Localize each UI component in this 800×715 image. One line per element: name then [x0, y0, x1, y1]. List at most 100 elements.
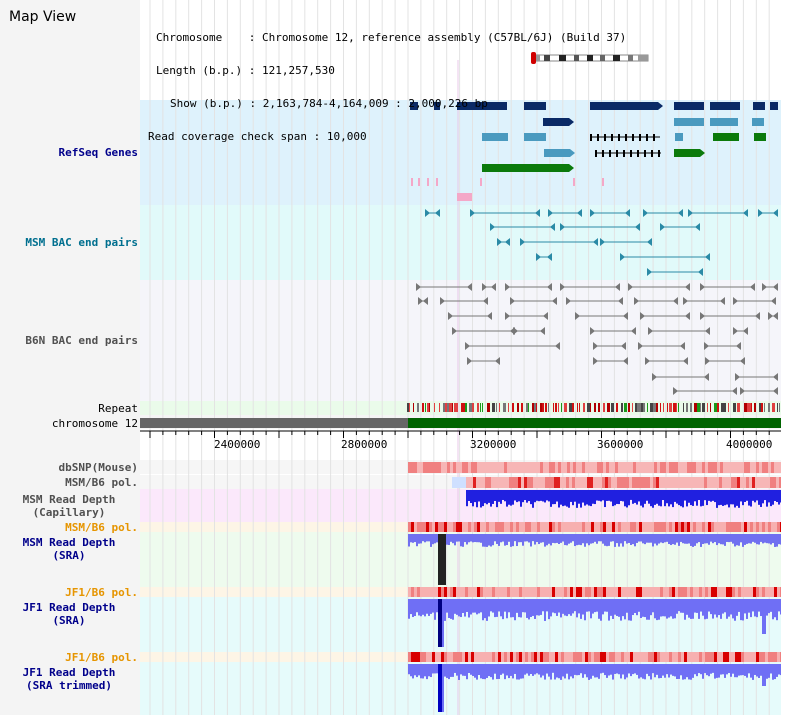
read-depth-spike — [438, 534, 446, 585]
msm-b6-pol-label-2[interactable]: MSM/B6 pol. — [65, 521, 138, 534]
polymorphism-cell — [420, 522, 423, 532]
read-depth-bar — [756, 664, 758, 677]
polymorphism-cell — [699, 462, 702, 473]
read-depth-bar — [520, 599, 522, 618]
polymorphism-cell — [635, 477, 638, 488]
read-depth-bar — [606, 490, 608, 501]
b6n-bac-label[interactable]: B6N BAC end pairs — [25, 334, 138, 347]
axis-tick-label: 2400000 — [214, 438, 261, 451]
read-depth-bar — [462, 664, 464, 676]
read-depth-bar — [732, 664, 734, 674]
read-depth-bar — [750, 534, 752, 544]
read-depth-bar — [664, 599, 666, 617]
read-depth-bar — [614, 534, 616, 547]
read-depth-bar — [622, 599, 624, 617]
read-depth-bar — [422, 534, 424, 542]
read-depth-bar — [578, 599, 580, 614]
read-depth-bar — [722, 599, 724, 614]
read-depth-bar — [482, 534, 484, 547]
refseq-genes-label[interactable]: RefSeq Genes — [58, 146, 138, 159]
msm-bac-label[interactable]: MSM BAC end pairs — [25, 236, 138, 249]
coverage-value: 10,000 — [326, 130, 367, 143]
gene-exon — [590, 134, 592, 141]
polymorphism-cell — [683, 477, 686, 488]
msm-read-depth-capillary-label[interactable]: MSM Read Depth (Capillary) — [0, 493, 138, 519]
read-depth-bar — [544, 534, 546, 547]
polymorphism-cell — [674, 477, 677, 488]
polymorphism-cell — [480, 587, 483, 597]
b6n-bac-pair-end — [750, 283, 755, 291]
read-depth-bar — [672, 534, 674, 545]
read-depth-bar — [692, 599, 694, 619]
jf1-read-depth-sra-label[interactable]: JF1 Read Depth (SRA) — [0, 601, 138, 627]
polymorphism-cell — [699, 652, 702, 662]
repeat-element — [700, 403, 701, 412]
polymorphism-cell — [492, 522, 495, 532]
read-depth-bar — [598, 534, 600, 542]
read-depth-bar — [754, 534, 756, 543]
read-depth-bar — [584, 534, 586, 547]
dbsnp-label[interactable]: dbSNP(Mouse) — [58, 461, 138, 474]
polymorphism-cell — [486, 587, 489, 597]
b6n-bac-pair-end — [773, 312, 778, 320]
read-depth-bar — [596, 534, 598, 544]
msm-read-depth-sra-label[interactable]: MSM Read Depth (SRA) — [0, 536, 138, 562]
polymorphism-cell — [779, 477, 782, 488]
polymorphism-cell — [510, 522, 513, 532]
polymorphism-cell — [771, 522, 774, 532]
chromosome-value: Chromosome 12, reference assembly (C57BL… — [261, 31, 627, 44]
read-depth-bar — [688, 490, 690, 503]
polymorphism-cell — [498, 652, 501, 662]
refseq-gene-block — [675, 133, 683, 141]
polymorphism-cell — [423, 522, 426, 532]
msm-b6-pol-label-1[interactable]: MSM/B6 pol. — [65, 476, 138, 489]
read-depth-bar — [574, 599, 576, 612]
read-depth-bar — [568, 664, 570, 680]
read-depth-bar — [452, 599, 454, 620]
polymorphism-cell — [609, 522, 612, 532]
polymorphism-cell — [507, 462, 510, 473]
gene-arrow — [658, 102, 663, 110]
read-depth-bar — [480, 664, 482, 679]
read-depth-bar — [484, 599, 486, 619]
read-depth-bar — [588, 534, 590, 546]
polymorphism-cell — [761, 477, 764, 488]
polymorphism-cell — [759, 522, 762, 532]
read-depth-bar — [466, 664, 468, 680]
read-depth-bar — [736, 534, 738, 546]
read-depth-bar — [506, 599, 508, 619]
polymorphism-cell — [483, 652, 486, 662]
read-depth-bar — [520, 490, 522, 507]
chromosome-ideogram[interactable] — [530, 52, 652, 64]
polymorphism-cell — [723, 652, 726, 662]
polymorphism-cell — [459, 522, 462, 532]
read-depth-bar — [698, 534, 700, 543]
polymorphism-cell — [591, 462, 594, 473]
read-depth-bar — [746, 490, 748, 501]
polymorphism-cell — [741, 587, 744, 597]
repeat-element — [564, 403, 567, 412]
msm-bac-pair-end — [490, 223, 495, 231]
read-depth-bar — [638, 599, 640, 612]
polymorphism-cell — [426, 587, 429, 597]
polymorphism-cell — [756, 462, 759, 473]
refseq-gene-block — [524, 102, 546, 110]
read-depth-bar — [624, 534, 626, 542]
jf1-read-depth-trimmed-label[interactable]: JF1 Read Depth (SRA trimmed) — [0, 666, 138, 692]
read-depth-bar — [474, 534, 476, 543]
polymorphism-cell — [735, 522, 738, 532]
read-depth-bar — [522, 599, 524, 613]
read-depth-bar — [740, 664, 742, 676]
b6n-bac-pair-end — [743, 327, 748, 335]
read-depth-bar — [592, 490, 594, 504]
polymorphism-cell — [648, 522, 651, 532]
polymorphism-cell — [765, 462, 768, 473]
polymorphism-cell — [489, 522, 492, 532]
polymorphism-cell — [570, 652, 573, 662]
polymorphism-cell — [759, 462, 762, 473]
jf1-b6-pol-label-1[interactable]: JF1/B6 pol. — [65, 586, 138, 599]
read-depth-bar — [606, 534, 608, 547]
jf1-b6-pol-label-2[interactable]: JF1/B6 pol. — [65, 651, 138, 664]
read-depth-bar — [698, 664, 700, 674]
polymorphism-cell — [693, 587, 696, 597]
